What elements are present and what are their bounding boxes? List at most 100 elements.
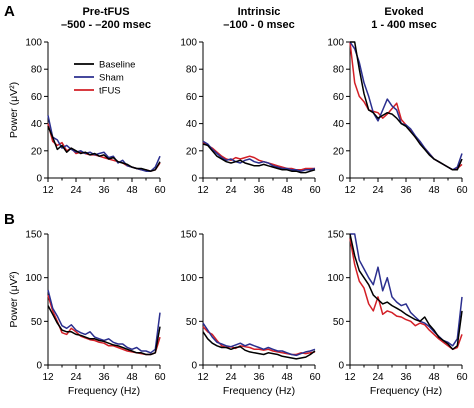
y-tick-label: 100 bbox=[180, 273, 197, 284]
x-tick-label: 24 bbox=[70, 185, 82, 196]
y-tick-label: 50 bbox=[186, 317, 198, 328]
series-line-sham bbox=[47, 289, 161, 354]
series-line-baseline bbox=[350, 41, 463, 171]
x-tick-label: 12 bbox=[197, 372, 209, 383]
x-tick-label: 24 bbox=[372, 185, 384, 196]
legend-label-sham: Sham bbox=[99, 73, 124, 84]
x-tick-label: 12 bbox=[344, 372, 356, 383]
x-tick-label: 36 bbox=[400, 185, 412, 196]
series-line-tfus bbox=[202, 326, 316, 356]
y-axis-label: Power (μV²) bbox=[8, 82, 20, 138]
column-title-pre-line1: Pre-tFUS bbox=[82, 6, 129, 18]
x-tick-label: 12 bbox=[344, 185, 356, 196]
panel-letter-b: B bbox=[4, 211, 15, 228]
y-tick-label: 50 bbox=[333, 317, 345, 328]
column-title-pre-line2: –500 - –200 msec bbox=[61, 19, 151, 31]
y-tick-label: 80 bbox=[333, 65, 345, 76]
series-line-baseline bbox=[202, 143, 316, 174]
series-line-sham bbox=[350, 233, 463, 347]
y-tick-label: 80 bbox=[186, 65, 198, 76]
legend-label-baseline: Baseline bbox=[99, 60, 135, 71]
y-axis-label: Power (μV²) bbox=[8, 271, 20, 327]
x-tick-label: 48 bbox=[126, 185, 138, 196]
column-title-intrinsic-line2: –100 - 0 msec bbox=[223, 19, 295, 31]
x-tick-label: 60 bbox=[154, 372, 166, 383]
y-tick-label: 100 bbox=[180, 38, 197, 49]
x-tick-label: 12 bbox=[42, 185, 54, 196]
x-tick-label: 12 bbox=[197, 185, 209, 196]
series-line-baseline bbox=[349, 233, 463, 351]
y-tick-label: 20 bbox=[333, 146, 345, 157]
x-tick-label: 36 bbox=[253, 372, 265, 383]
series-line-tfus bbox=[47, 294, 161, 356]
y-tick-label: 0 bbox=[36, 174, 42, 185]
panel-letter-a: A bbox=[4, 3, 15, 20]
series-line-tfus bbox=[349, 238, 463, 351]
x-tick-label: 60 bbox=[456, 372, 468, 383]
x-tick-label: 48 bbox=[428, 185, 440, 196]
x-tick-label: 48 bbox=[281, 372, 293, 383]
y-tick-label: 60 bbox=[31, 92, 43, 103]
y-tick-label: 40 bbox=[31, 119, 43, 130]
chart-B-evoked: 0 50 100 150 12 24 36 48 60 Frequency (Hz) bbox=[327, 230, 468, 398]
x-tick-label: 36 bbox=[98, 372, 110, 383]
y-tick-label: 60 bbox=[186, 92, 198, 103]
y-tick-label: 0 bbox=[338, 174, 344, 185]
x-tick-label: 60 bbox=[309, 185, 321, 196]
x-tick-label: 24 bbox=[225, 372, 237, 383]
y-tick-label: 150 bbox=[327, 230, 344, 241]
x-tick-label: 48 bbox=[428, 372, 440, 383]
y-tick-label: 0 bbox=[191, 361, 197, 372]
y-tick-label: 60 bbox=[333, 92, 345, 103]
column-title-intrinsic-line1: Intrinsic bbox=[238, 6, 281, 18]
x-tick-label: 24 bbox=[70, 372, 82, 383]
x-axis-label: Frequency (Hz) bbox=[223, 385, 295, 397]
x-tick-label: 36 bbox=[253, 185, 265, 196]
column-title-evoked-line1: Evoked bbox=[384, 6, 423, 18]
y-tick-label: 50 bbox=[31, 317, 43, 328]
x-tick-label: 36 bbox=[98, 185, 110, 196]
y-tick-label: 100 bbox=[25, 273, 42, 284]
x-tick-label: 60 bbox=[309, 372, 321, 383]
x-tick-label: 36 bbox=[400, 372, 412, 383]
y-tick-label: 40 bbox=[186, 119, 198, 130]
charts-layer: 0 20 40 60 80 100 12 24 36 48 60 Power (μV²) Baselin… bbox=[8, 38, 468, 398]
y-tick-label: 100 bbox=[25, 38, 42, 49]
series-line-sham bbox=[47, 115, 161, 172]
y-tick-label: 100 bbox=[327, 38, 344, 49]
x-tick-label: 48 bbox=[126, 372, 138, 383]
y-tick-label: 0 bbox=[191, 174, 197, 185]
y-tick-label: 40 bbox=[333, 119, 345, 130]
chart-B-pre: 0 50 100 150 12 24 36 48 60 Power (μV²) Frequency … bbox=[8, 230, 166, 398]
series-line-baseline bbox=[47, 126, 161, 172]
x-tick-label: 48 bbox=[281, 185, 293, 196]
x-tick-label: 12 bbox=[42, 372, 54, 383]
y-tick-label: 100 bbox=[327, 273, 344, 284]
series-line-baseline bbox=[202, 331, 316, 360]
y-tick-label: 150 bbox=[25, 230, 42, 241]
legend-label-tfus: tFUS bbox=[99, 86, 121, 97]
y-tick-label: 20 bbox=[186, 146, 198, 157]
x-tick-label: 60 bbox=[456, 185, 468, 196]
chart-A-pre: 0 20 40 60 80 100 12 24 36 48 60 Power (μV²) Baselin… bbox=[8, 38, 166, 197]
y-tick-label: 0 bbox=[338, 361, 344, 372]
x-tick-label: 60 bbox=[154, 185, 166, 196]
series-line-sham bbox=[202, 322, 316, 357]
y-tick-label: 20 bbox=[31, 146, 43, 157]
chart-A-intrinsic: 0 20 40 60 80 100 12 24 36 48 60 bbox=[180, 38, 321, 197]
series-line-tfus bbox=[47, 123, 161, 172]
series-line-baseline bbox=[47, 305, 161, 356]
y-tick-label: 0 bbox=[36, 361, 42, 372]
x-axis-label: Frequency (Hz) bbox=[68, 385, 140, 397]
y-tick-label: 80 bbox=[31, 65, 43, 76]
x-tick-label: 24 bbox=[225, 185, 237, 196]
chart-A-evoked: 0 20 40 60 80 100 12 24 36 48 60 bbox=[327, 38, 468, 197]
x-axis-label: Frequency (Hz) bbox=[370, 385, 442, 397]
series-line-sham bbox=[202, 140, 316, 172]
column-title-evoked-line2: 1 - 400 msec bbox=[371, 19, 436, 31]
y-tick-label: 150 bbox=[180, 230, 197, 241]
chart-B-intrinsic: 0 50 100 150 12 24 36 48 60 Frequency (Hz) bbox=[180, 230, 321, 398]
x-tick-label: 24 bbox=[372, 372, 384, 383]
